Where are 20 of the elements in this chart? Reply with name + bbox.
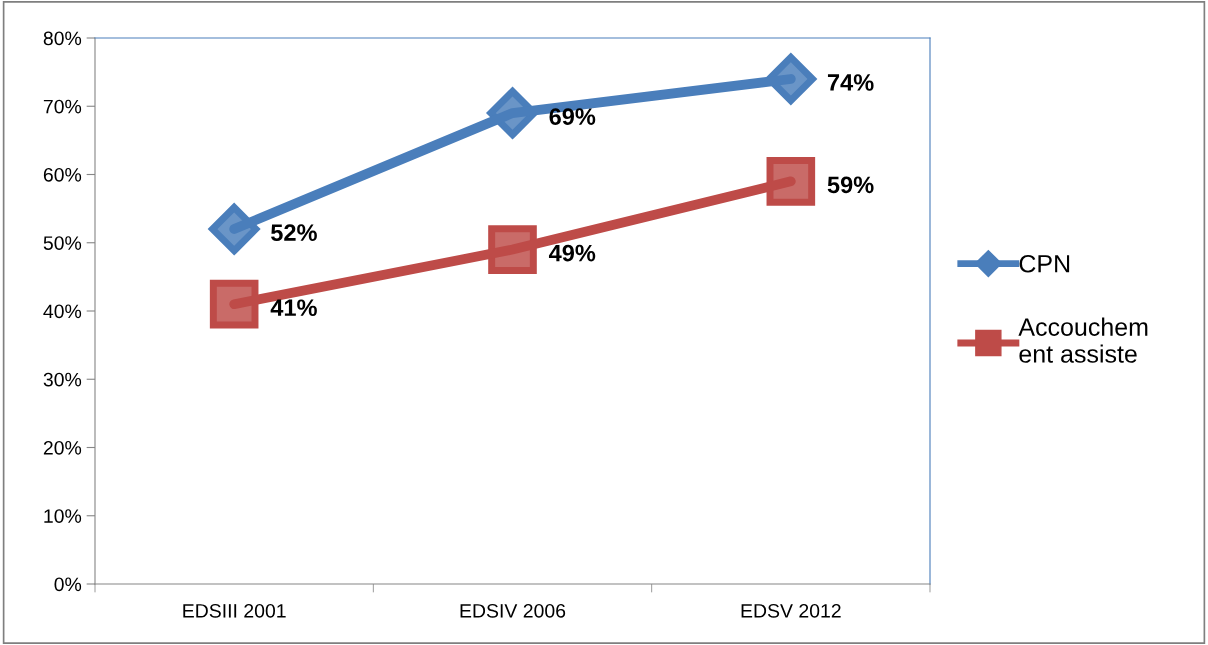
legend-label: CPN xyxy=(1019,254,1070,273)
data-label: 49% xyxy=(548,244,596,262)
data-label: 52% xyxy=(271,224,317,241)
legend-label: Accouchement assiste xyxy=(1018,317,1148,363)
y-tick-label: 80% xyxy=(43,31,82,46)
y-tick-label: 50% xyxy=(43,236,82,250)
x-tick-label: EDSIV 2006 xyxy=(460,603,566,618)
x-tick-label: EDSIII 2001 xyxy=(183,603,286,618)
data-label: 74% xyxy=(827,74,874,91)
y-tick-label: 70% xyxy=(43,99,82,114)
y-tick-label: 40% xyxy=(43,304,82,319)
data-label: 69% xyxy=(549,108,596,125)
data-label: 41% xyxy=(270,299,317,317)
y-tick-label: 60% xyxy=(43,167,82,182)
data-label: 59% xyxy=(827,176,874,194)
y-tick-label: 30% xyxy=(43,372,82,387)
y-tick-label: 10% xyxy=(44,509,82,523)
y-tick-label: 0% xyxy=(54,577,82,592)
x-tick-label: EDSV 2012 xyxy=(741,603,841,618)
y-tick-label: 20% xyxy=(43,440,82,455)
